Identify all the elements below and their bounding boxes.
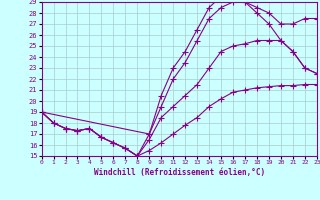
X-axis label: Windchill (Refroidissement éolien,°C): Windchill (Refroidissement éolien,°C): [94, 168, 265, 177]
